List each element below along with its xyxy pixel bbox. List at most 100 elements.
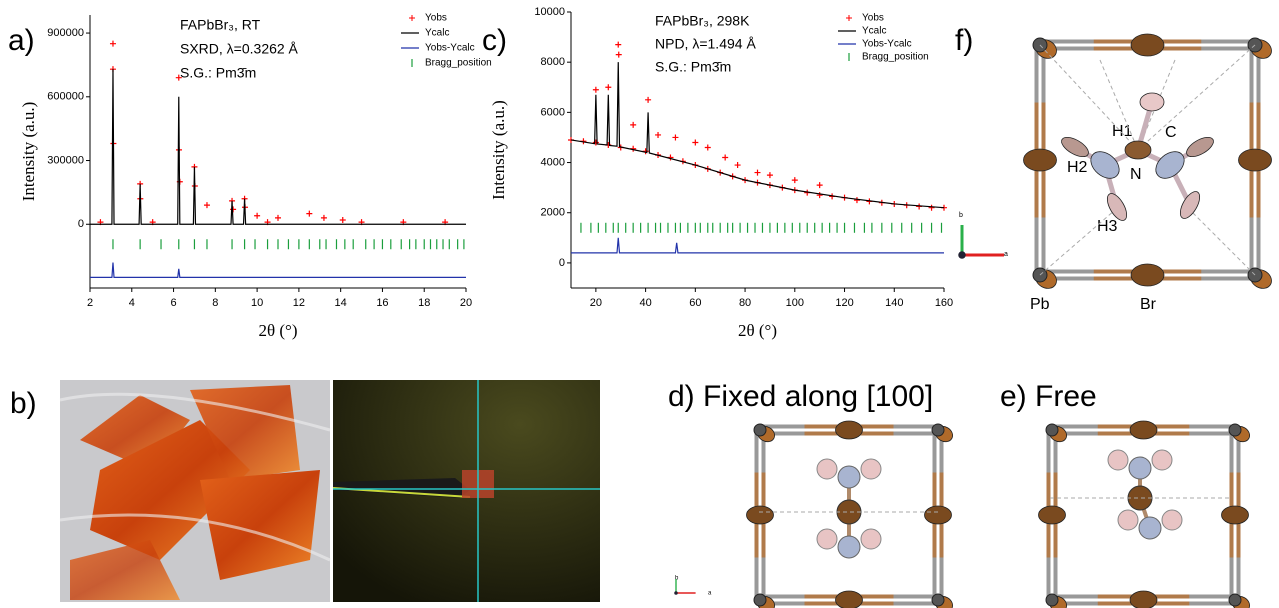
data-point bbox=[592, 86, 599, 93]
atom bbox=[835, 420, 863, 440]
legend-swatch bbox=[409, 15, 415, 21]
data-point bbox=[722, 154, 729, 161]
y-axis-label: Intensity (a.u.) bbox=[489, 100, 508, 200]
annotation: S.G.: Pm3̄m bbox=[180, 65, 256, 81]
x-tick-label: 14 bbox=[335, 297, 347, 309]
x-tick-label: 20 bbox=[460, 297, 472, 309]
atom bbox=[1139, 92, 1165, 112]
data-point bbox=[928, 204, 935, 211]
photo-crystals bbox=[59, 380, 331, 602]
atom bbox=[1023, 148, 1057, 172]
atom bbox=[746, 505, 774, 525]
atom bbox=[1129, 590, 1158, 608]
legend-label: Yobs-Ycalc bbox=[862, 39, 912, 50]
data-point bbox=[655, 131, 662, 138]
data-point bbox=[592, 139, 599, 146]
annotation: SXRD, λ=0.3262 Å bbox=[180, 41, 299, 57]
atom bbox=[816, 458, 838, 480]
atom bbox=[1155, 151, 1185, 179]
orientation-label: a bbox=[708, 591, 712, 597]
contact-line bbox=[1184, 204, 1256, 276]
y-tick-label: 0 bbox=[559, 257, 565, 269]
x-axis-label: 2θ (°) bbox=[738, 321, 777, 340]
x-tick-label: 40 bbox=[639, 297, 651, 309]
atom-label: H1 bbox=[1112, 123, 1133, 140]
orientation-label: b bbox=[959, 212, 963, 219]
data-point bbox=[791, 177, 798, 184]
x-tick-label: 60 bbox=[689, 297, 701, 309]
x-tick-label: 12 bbox=[293, 297, 305, 309]
axis-origin bbox=[958, 251, 966, 259]
contact-line bbox=[1137, 59, 1176, 151]
legend-label: Ycalc bbox=[425, 28, 449, 39]
x-tick-label: 18 bbox=[418, 297, 430, 309]
legend-swatch bbox=[846, 15, 852, 21]
data-point bbox=[203, 202, 210, 209]
atom bbox=[860, 458, 882, 480]
legend-label: Bragg_position bbox=[862, 52, 929, 63]
x-tick-label: 100 bbox=[786, 297, 804, 309]
y-tick-label: 600000 bbox=[47, 91, 84, 103]
data-point bbox=[672, 134, 679, 141]
contact-line bbox=[1137, 44, 1256, 151]
data-point bbox=[816, 182, 823, 189]
atom bbox=[1128, 456, 1152, 480]
x-tick-label: 8 bbox=[212, 297, 218, 309]
y-tick-label: 10000 bbox=[534, 6, 565, 18]
x-tick-label: 4 bbox=[129, 297, 135, 309]
legend-label: Yobs-Ycalc bbox=[425, 43, 475, 54]
atom-label: N bbox=[1130, 166, 1142, 183]
contact-line bbox=[1039, 44, 1139, 151]
annotation: FAPbBr₃, 298K bbox=[655, 13, 750, 29]
y-tick-label: 900000 bbox=[47, 27, 84, 39]
orientation-label: b bbox=[675, 576, 679, 582]
x-tick-label: 20 bbox=[590, 297, 602, 309]
series-line bbox=[90, 69, 466, 225]
atom bbox=[931, 593, 945, 607]
atom bbox=[1238, 148, 1272, 172]
data-point bbox=[734, 162, 741, 169]
atom bbox=[837, 535, 861, 559]
data-point bbox=[339, 217, 346, 224]
contact-line bbox=[1099, 59, 1139, 151]
atom bbox=[1179, 191, 1201, 219]
data-point bbox=[853, 197, 860, 204]
data-point bbox=[816, 192, 823, 199]
x-tick-label: 120 bbox=[835, 297, 853, 309]
atom bbox=[1138, 516, 1162, 540]
x-tick-label: 16 bbox=[376, 297, 388, 309]
y-tick-label: 0 bbox=[78, 218, 84, 230]
data-point bbox=[109, 40, 116, 47]
data-point bbox=[704, 144, 711, 151]
atom bbox=[1106, 193, 1128, 221]
atom-label: H2 bbox=[1067, 159, 1088, 176]
data-point bbox=[605, 84, 612, 91]
panel-label: f) bbox=[955, 24, 973, 57]
atom bbox=[1228, 423, 1242, 437]
orientation-label: a bbox=[1004, 251, 1008, 258]
y-tick-label: 4000 bbox=[541, 156, 565, 168]
panel-label: a) bbox=[8, 24, 35, 57]
atom-label: Br bbox=[1140, 296, 1157, 313]
series-line bbox=[570, 62, 945, 209]
atom bbox=[1124, 140, 1152, 160]
y-tick-label: 8000 bbox=[541, 56, 565, 68]
chart: 2 4 6 8 10 12 14 16 18 20 0 300000 600000 900000 2θ (°… bbox=[8, 13, 492, 340]
x-tick-label: 80 bbox=[739, 297, 751, 309]
atom bbox=[837, 465, 861, 489]
data-point bbox=[766, 172, 773, 179]
data-point bbox=[306, 210, 313, 217]
x-axis-label: 2θ (°) bbox=[258, 321, 297, 340]
panel-label: d) Fixed along [100] bbox=[668, 380, 933, 413]
data-point bbox=[645, 96, 652, 103]
atom bbox=[753, 593, 767, 607]
atom bbox=[1038, 505, 1066, 525]
data-point bbox=[320, 214, 327, 221]
data-point bbox=[254, 212, 261, 219]
data-point bbox=[692, 139, 699, 146]
atom bbox=[1130, 33, 1165, 57]
atom bbox=[1117, 509, 1139, 531]
atom bbox=[1161, 509, 1183, 531]
atom bbox=[753, 423, 767, 437]
